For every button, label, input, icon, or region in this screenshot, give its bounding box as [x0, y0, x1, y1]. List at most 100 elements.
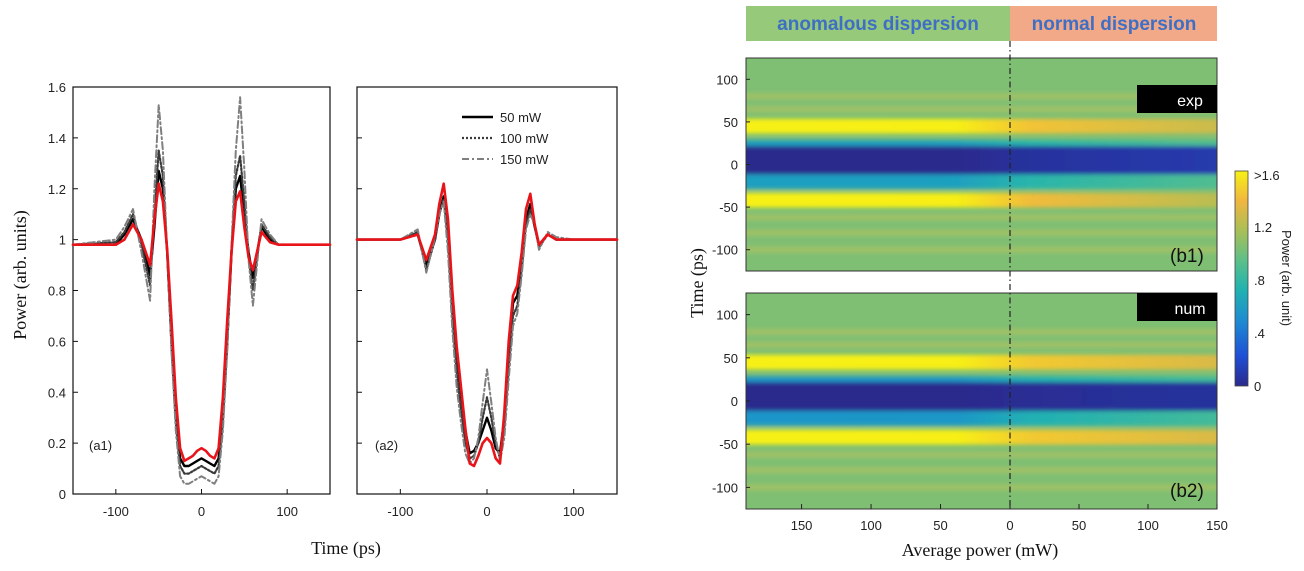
- panel-label-a2: (a2): [375, 438, 398, 453]
- panel-a-line-plots: Power (arb. units) Time (ps) 00.20.40.60…: [10, 80, 619, 559]
- y-axis-label-b: Time (ps): [687, 248, 708, 318]
- heatmap-ripple: [746, 328, 1217, 335]
- y-tick-label: 1.4: [48, 131, 66, 146]
- banner-normal-dispersion: [1010, 6, 1217, 41]
- y-tick-label: 0.6: [48, 334, 66, 349]
- x-tick-label: 150: [1206, 518, 1228, 533]
- tag-num-box: [1137, 293, 1217, 321]
- x-tick-label: -100: [387, 504, 413, 519]
- heatmap-band: [746, 193, 1217, 208]
- series-a1-100mw: [71, 149, 332, 475]
- x-tick-label: 100: [563, 504, 585, 519]
- y-tick-label: 0: [731, 394, 738, 409]
- colorbar: [1234, 170, 1249, 387]
- series-a1-red: [71, 182, 332, 463]
- x-tick-label: 150: [791, 518, 813, 533]
- y-tick-label: -50: [719, 200, 738, 215]
- series-a2-red: [355, 182, 619, 468]
- x-tick-label: 100: [276, 504, 298, 519]
- x-tick-labels-a1: -100 0 100: [103, 489, 298, 519]
- x-axis-label: Time (ps): [311, 538, 381, 559]
- series-group-a2: [355, 182, 619, 468]
- heatmap-b1-bands: [746, 93, 1217, 253]
- heatmap-band: [746, 354, 1217, 370]
- y-tick-label: 0: [59, 487, 66, 502]
- heatmap-ripple: [746, 93, 1217, 100]
- x-tick-label: 0: [198, 504, 205, 519]
- x-tick-labels-a2: -100 0 100: [387, 489, 585, 519]
- y-axis-label: Power (arb. units): [10, 210, 31, 339]
- colorbar-tick-label: 0: [1254, 379, 1261, 394]
- legend-label-100mw: 100 mW: [500, 131, 549, 146]
- y-tick-label: -50: [719, 437, 738, 452]
- heatmap-band: [746, 410, 1217, 426]
- heatmap-ripple: [746, 246, 1217, 253]
- y-tick-label: 1.2: [48, 182, 66, 197]
- x-tick-label: 100: [1137, 518, 1159, 533]
- series-group-a1: [71, 96, 332, 485]
- y-tick-label: 100: [716, 308, 738, 323]
- heatmap-ripple: [746, 106, 1217, 113]
- colorbar-tick-label: 1.2: [1254, 220, 1272, 235]
- heatmap-band: [746, 118, 1217, 134]
- banner-right-label: normal dispersion: [1032, 14, 1197, 35]
- y-tick-labels-b1: 100 50 0 -50 -100: [712, 72, 750, 258]
- plot-frame-a1: [72, 86, 331, 495]
- heatmap-b2-bands: [746, 328, 1217, 491]
- y-tick-label: 100: [716, 72, 738, 87]
- heatmap-band: [746, 146, 1217, 166]
- heatmap-ripple: [746, 484, 1217, 491]
- heatmap-ripple: [746, 214, 1217, 221]
- y-tick-label: 50: [724, 351, 738, 366]
- y-tick-label: -100: [712, 480, 738, 495]
- x-tick-label: -100: [103, 504, 129, 519]
- y-tick-label: 0.4: [48, 385, 66, 400]
- y-tick-label: 0.8: [48, 284, 66, 299]
- tag-num: num: [1174, 301, 1205, 318]
- panel-label-a1: (a1): [89, 438, 112, 453]
- colorbar-tick-label: >1.6: [1254, 168, 1280, 183]
- heatmap-band: [746, 429, 1217, 445]
- tag-exp: exp: [1177, 93, 1203, 110]
- banner-left-label: anomalous dispersion: [777, 14, 979, 35]
- series-a1-50mw: [71, 169, 332, 468]
- x-tick-label: 100: [860, 518, 882, 533]
- y-tick-label: 1.6: [48, 80, 66, 95]
- y-tick-labels: 0 0.2 0.4 0.6 0.8 1 1.2 1.4 1.6: [48, 80, 362, 502]
- heatmap-b2: [746, 293, 1217, 509]
- panel-label-b2: (b2): [1170, 481, 1204, 502]
- panel-label-b1: (b1): [1170, 246, 1204, 267]
- x-tick-label: 50: [1072, 518, 1086, 533]
- heatmap-ripple: [746, 451, 1217, 458]
- colorbar-tick-labels: >1.6 1.2 .8 .4 0: [1254, 168, 1280, 394]
- x-tick-labels-b: 150 100 50 0 50 100 150: [791, 504, 1228, 533]
- legend-label-150mw: 150 mW: [500, 152, 549, 167]
- legend-label-50mw: 50 mW: [500, 110, 542, 125]
- heatmap-band: [746, 174, 1217, 189]
- y-tick-label: 0: [731, 158, 738, 173]
- banner-anomalous-dispersion: [746, 6, 1010, 41]
- y-tick-label: -100: [712, 243, 738, 258]
- tag-exp-box: [1137, 85, 1217, 113]
- y-tick-label: 1: [59, 233, 66, 248]
- y-tick-labels-b2: 100 50 0 -50 -100: [712, 308, 750, 495]
- colorbar-tick-label: .8: [1254, 273, 1265, 288]
- panel-b-heatmaps: anomalous dispersion normal dispersion e…: [687, 6, 1294, 561]
- y-tick-label: 50: [724, 115, 738, 130]
- legend: 50 mW 100 mW 150 mW: [462, 110, 549, 167]
- heatmap-ripple: [746, 467, 1217, 474]
- heatmap-ripple: [746, 341, 1217, 348]
- x-tick-label: 0: [1006, 518, 1013, 533]
- colorbar-title: Power (arb. unit): [1279, 230, 1294, 326]
- x-axis-label-b: Average power (mW): [902, 540, 1059, 561]
- heatmap-ripple: [746, 229, 1217, 236]
- plot-frame-a2: [356, 86, 618, 495]
- colorbar-tick-label: .4: [1254, 326, 1265, 341]
- heatmap-band: [746, 382, 1217, 403]
- series-a1-150mw: [72, 96, 331, 485]
- x-tick-label: 50: [933, 518, 947, 533]
- x-tick-label: 0: [483, 504, 490, 519]
- series-a2-50mw: [355, 195, 619, 455]
- y-tick-label: 0.2: [48, 436, 66, 451]
